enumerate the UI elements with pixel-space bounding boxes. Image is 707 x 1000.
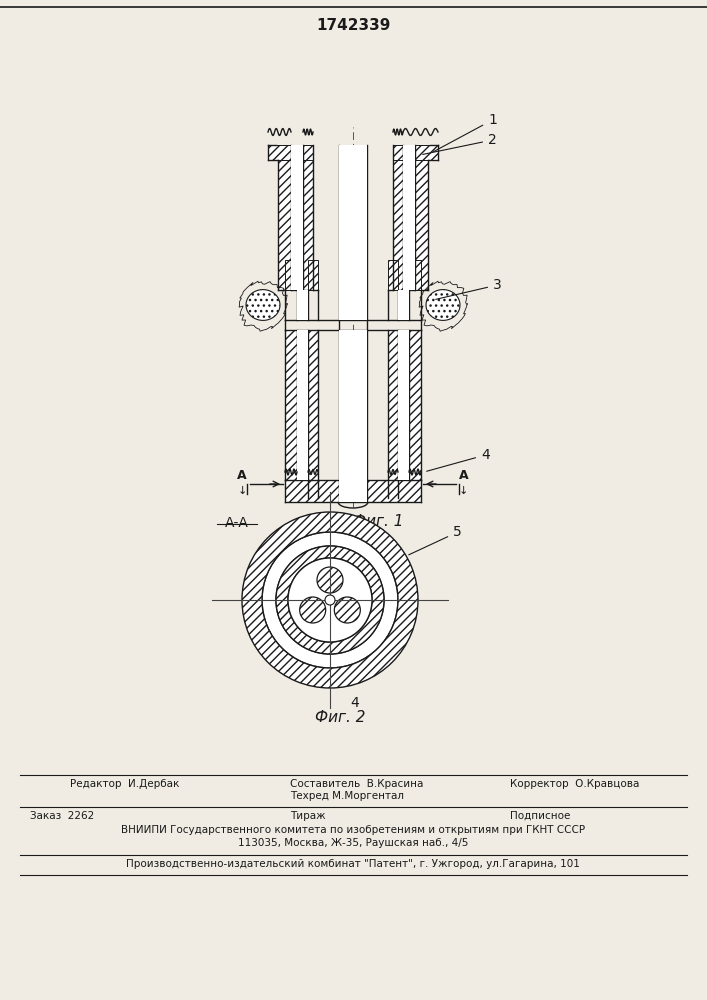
Text: Заказ  2262: Заказ 2262 <box>30 811 94 821</box>
Text: Фиг. 2: Фиг. 2 <box>315 710 366 725</box>
Bar <box>291 145 303 160</box>
Text: Техред М.Моргентал: Техред М.Моргентал <box>290 791 404 801</box>
Bar <box>393 145 403 160</box>
Circle shape <box>325 595 335 605</box>
Bar <box>297 290 308 320</box>
Bar <box>415 145 438 160</box>
Text: 2: 2 <box>423 133 497 154</box>
Bar <box>285 260 297 290</box>
Bar <box>398 290 409 320</box>
Circle shape <box>262 532 398 668</box>
Circle shape <box>276 546 384 654</box>
Bar <box>285 480 421 502</box>
Bar <box>308 330 318 480</box>
Text: 1: 1 <box>433 113 497 152</box>
Wedge shape <box>242 512 418 688</box>
Bar <box>339 330 367 480</box>
Text: Производственно-издательский комбинат "Патент", г. Ужгород, ул.Гагарина, 101: Производственно-издательский комбинат "П… <box>126 859 580 869</box>
Bar <box>339 145 367 160</box>
Bar <box>303 145 313 160</box>
Text: 113035, Москва, Ж-35, Раушская наб., 4/5: 113035, Москва, Ж-35, Раушская наб., 4/5 <box>238 838 468 848</box>
Bar <box>303 160 313 290</box>
Polygon shape <box>246 290 280 320</box>
Circle shape <box>288 558 372 642</box>
Bar <box>278 145 291 160</box>
Bar <box>303 145 313 160</box>
Text: Корректор  О.Кравцова: Корректор О.Кравцова <box>510 779 639 789</box>
Text: 4: 4 <box>351 696 359 710</box>
Bar <box>285 330 297 480</box>
Text: А: А <box>238 469 247 482</box>
Bar <box>268 145 291 160</box>
Bar <box>388 330 398 480</box>
Text: ↓: ↓ <box>238 486 247 496</box>
Wedge shape <box>300 597 326 623</box>
Polygon shape <box>426 290 460 320</box>
Bar <box>403 145 415 290</box>
Bar <box>339 480 367 502</box>
Text: Тираж: Тираж <box>290 811 326 821</box>
Text: Составитель  В.Красина: Составитель В.Красина <box>290 779 423 789</box>
Bar <box>339 290 367 320</box>
Bar <box>409 330 421 480</box>
Text: Фиг. 1: Фиг. 1 <box>353 514 403 529</box>
Text: ↓: ↓ <box>459 486 468 496</box>
Bar <box>308 260 318 290</box>
Bar <box>297 330 308 480</box>
Text: А: А <box>459 469 469 482</box>
Text: Подписное: Подписное <box>510 811 571 821</box>
Bar <box>415 160 428 290</box>
Bar <box>393 145 403 160</box>
Bar <box>278 160 291 290</box>
Wedge shape <box>276 546 384 654</box>
Text: 1742339: 1742339 <box>316 17 390 32</box>
Bar <box>403 145 415 160</box>
Bar <box>393 160 403 290</box>
Bar <box>388 260 398 290</box>
Text: Редактор  И.Дербак: Редактор И.Дербак <box>70 779 180 789</box>
Text: ВНИИПИ Государственного комитета по изобретениям и открытиям при ГКНТ СССР: ВНИИПИ Государственного комитета по изоб… <box>121 825 585 835</box>
Bar <box>398 330 409 480</box>
Wedge shape <box>317 567 343 593</box>
Text: 4: 4 <box>427 448 490 471</box>
Text: А-А: А-А <box>225 516 249 530</box>
Bar <box>339 145 367 290</box>
Text: 3: 3 <box>436 278 502 299</box>
Wedge shape <box>334 597 361 623</box>
Bar <box>415 145 428 160</box>
Bar <box>291 145 303 290</box>
Bar <box>409 260 421 290</box>
Text: 5: 5 <box>409 525 462 555</box>
